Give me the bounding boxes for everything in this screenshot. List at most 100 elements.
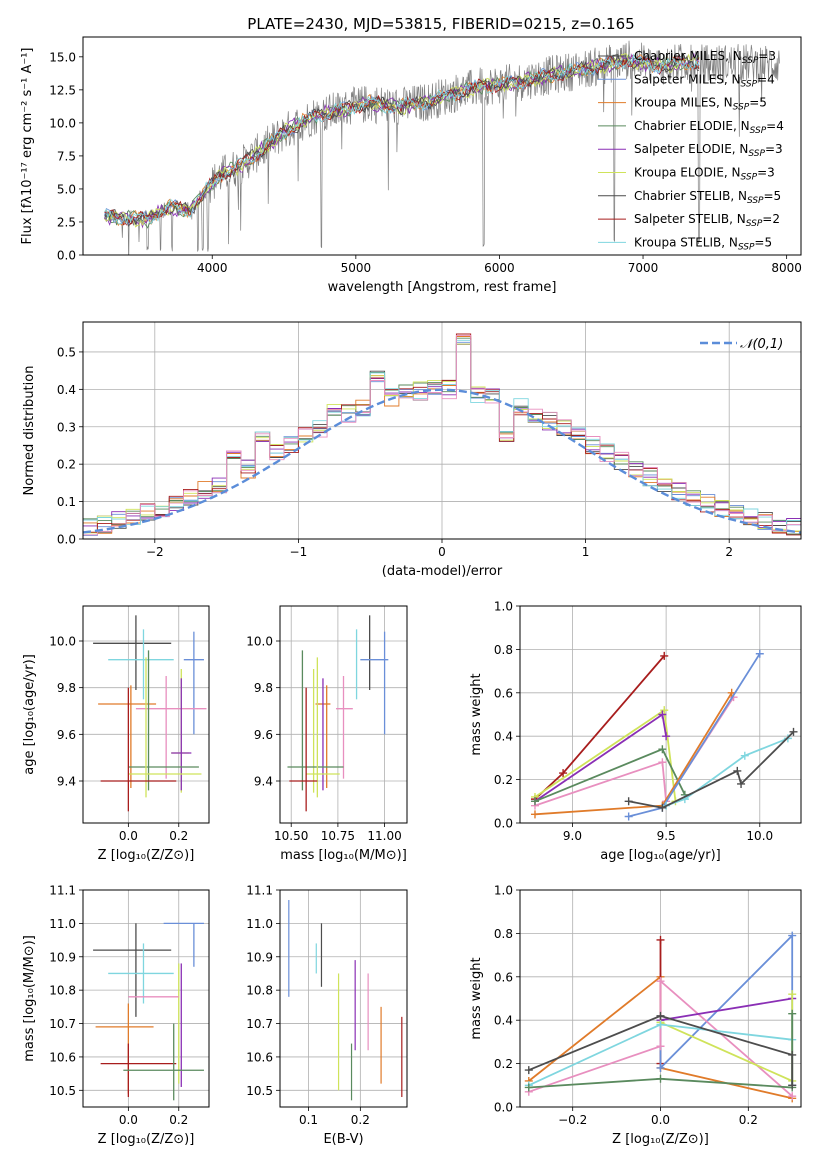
y-tick-label: 11.0: [49, 917, 76, 931]
x-axis-label: Z [log₁₀(Z/Z⊙)]: [612, 1132, 709, 1147]
error-bar-point: [93, 923, 172, 1017]
y-tick-label: 0.3: [57, 420, 76, 434]
y-tick-label: 9.8: [254, 681, 273, 695]
x-tick-label: 0.0: [119, 829, 138, 843]
series-marker: [788, 931, 797, 940]
x-tick-label: 0.0: [119, 1113, 138, 1127]
series-marker: [624, 797, 633, 806]
x-tick-label: 0.2: [351, 1113, 370, 1127]
series-marker: [656, 1011, 665, 1020]
y-tick-label: 10.8: [49, 984, 76, 998]
x-axis-label: age [log₁₀(age/yr)]: [600, 848, 721, 863]
y-axis-label: Flux [fλ10⁻¹⁷ erg cm⁻² s⁻¹ A⁻¹]: [20, 48, 35, 245]
series-marker: [656, 935, 665, 944]
x-tick-label: 0.1: [299, 1113, 318, 1127]
axes-frame: [82, 321, 802, 540]
y-tick-label: 9.8: [57, 681, 76, 695]
plot-area: [530, 649, 798, 821]
x-axis-label: wavelength [Angstrom, rest frame]: [328, 280, 557, 295]
y-axis-label: mass weight: [469, 673, 484, 755]
y-tick-label: 10.0: [49, 635, 76, 649]
mass-vs-Z-panel: 0.0 0.2 10.5 10.6 10.7 10.8 10.9 11.0 11.1 Z [log…: [22, 884, 210, 1147]
weight-series: [530, 706, 680, 806]
weight-series: [624, 649, 764, 821]
x-tick-label: 8000: [771, 261, 802, 275]
error-bar-point: [336, 676, 353, 779]
series-marker: [658, 745, 667, 754]
x-tick-label: 7000: [628, 261, 659, 275]
x-axis-label: Z [log₁₀(Z/Z⊙)]: [98, 848, 195, 863]
y-tick-label: 9.4: [57, 775, 76, 789]
residuals-panel: −2 −1 0 1 2 0.0 0.1 0.2 0.3 0.4 0.5 (data-model)/er…: [22, 321, 802, 579]
series-marker: [656, 1063, 665, 1072]
x-axis-label: Z [log₁₀(Z/Z⊙)]: [98, 1132, 195, 1147]
y-tick-label: 0.0: [494, 1101, 513, 1115]
y-tick-label: 0.0: [57, 249, 76, 263]
y-tick-label: 0.4: [494, 1014, 513, 1028]
x-tick-label: 10.50: [274, 829, 308, 843]
weight-series: [530, 651, 669, 804]
x-tick-label: 0.0: [651, 1113, 670, 1127]
model-line: [104, 52, 700, 226]
y-tick-label: 0.8: [494, 927, 513, 941]
y-tick-label: 0.2: [494, 773, 513, 787]
series-marker: [524, 1083, 533, 1092]
y-tick-label: 10.8: [246, 984, 273, 998]
y-tick-label: 0.4: [494, 730, 513, 744]
y-tick-label: 15.0: [49, 50, 76, 64]
y-tick-label: 9.6: [57, 728, 76, 742]
weight-series: [656, 994, 797, 1025]
series-marker: [660, 651, 669, 660]
series-line: [528, 1014, 794, 1086]
y-tick-label: 10.9: [49, 950, 76, 964]
series-marker: [624, 812, 633, 821]
series-marker: [530, 810, 539, 819]
x-tick-label: −1: [290, 545, 308, 559]
x-tick-label: 0.2: [739, 1113, 758, 1127]
series-marker: [788, 1009, 797, 1018]
y-tick-label: 10.6: [49, 1050, 76, 1064]
y-axis-label: age [log₁₀(age/yr)]: [22, 654, 37, 775]
x-tick-label: 9.5: [657, 829, 676, 843]
x-axis-label: (data-model)/error: [382, 564, 503, 579]
model-line: [104, 55, 700, 226]
y-tick-label: 10.5: [49, 1084, 76, 1098]
series-line: [665, 737, 789, 807]
legend-label: Chabrier MILES, NSSP=3: [634, 49, 776, 66]
series-marker: [658, 710, 667, 719]
weight-series: [530, 688, 736, 819]
series-marker: [660, 706, 669, 715]
figure-title: PLATE=2430, MJD=53815, FIBERID=0215, z=0…: [247, 15, 634, 33]
x-tick-label: 2: [725, 545, 733, 559]
series-marker: [658, 803, 667, 812]
legend-label: Chabrier ELODIE, NSSP=4: [634, 119, 784, 136]
legend-label: Kroupa ELODIE, NSSP=3: [634, 166, 775, 183]
y-tick-label: 0.1: [57, 495, 76, 509]
series-marker: [788, 1081, 797, 1090]
series-marker: [740, 751, 749, 760]
error-bar-point: [128, 657, 202, 798]
legend-label: Kroupa STELIB, NSSP=5: [634, 235, 772, 252]
axes-frame: [279, 889, 408, 1108]
plot-area: [524, 931, 797, 1103]
series-marker: [524, 1066, 533, 1075]
y-tick-label: 10.5: [246, 1084, 273, 1098]
y-tick-label: 0.6: [494, 686, 513, 700]
plot-area: [93, 615, 207, 812]
plot-area: [287, 615, 389, 812]
error-bar-point: [287, 650, 344, 791]
error-bar-point: [306, 657, 340, 798]
series-marker: [737, 779, 746, 788]
y-tick-label: 0.2: [494, 1057, 513, 1071]
age-vs-mass-panel: 10.50 10.75 11.00 9.4 9.6 9.8 10.0 mass [log₁₀(…: [246, 605, 408, 863]
error-bar-point: [98, 685, 157, 788]
spectrum-panel: 4000 5000 6000 7000 8000 0.0 2.5 5.0 7.5 10.0 12.5…: [20, 36, 802, 295]
error-bar-point: [108, 629, 174, 700]
series-marker: [788, 990, 797, 999]
error-bar-point: [95, 1003, 154, 1094]
y-tick-label: 0.0: [57, 533, 76, 547]
y-axis-label: mass weight: [469, 957, 484, 1039]
weight-series: [656, 931, 797, 1090]
axes-frame: [279, 605, 408, 824]
x-tick-label: 6000: [484, 261, 515, 275]
